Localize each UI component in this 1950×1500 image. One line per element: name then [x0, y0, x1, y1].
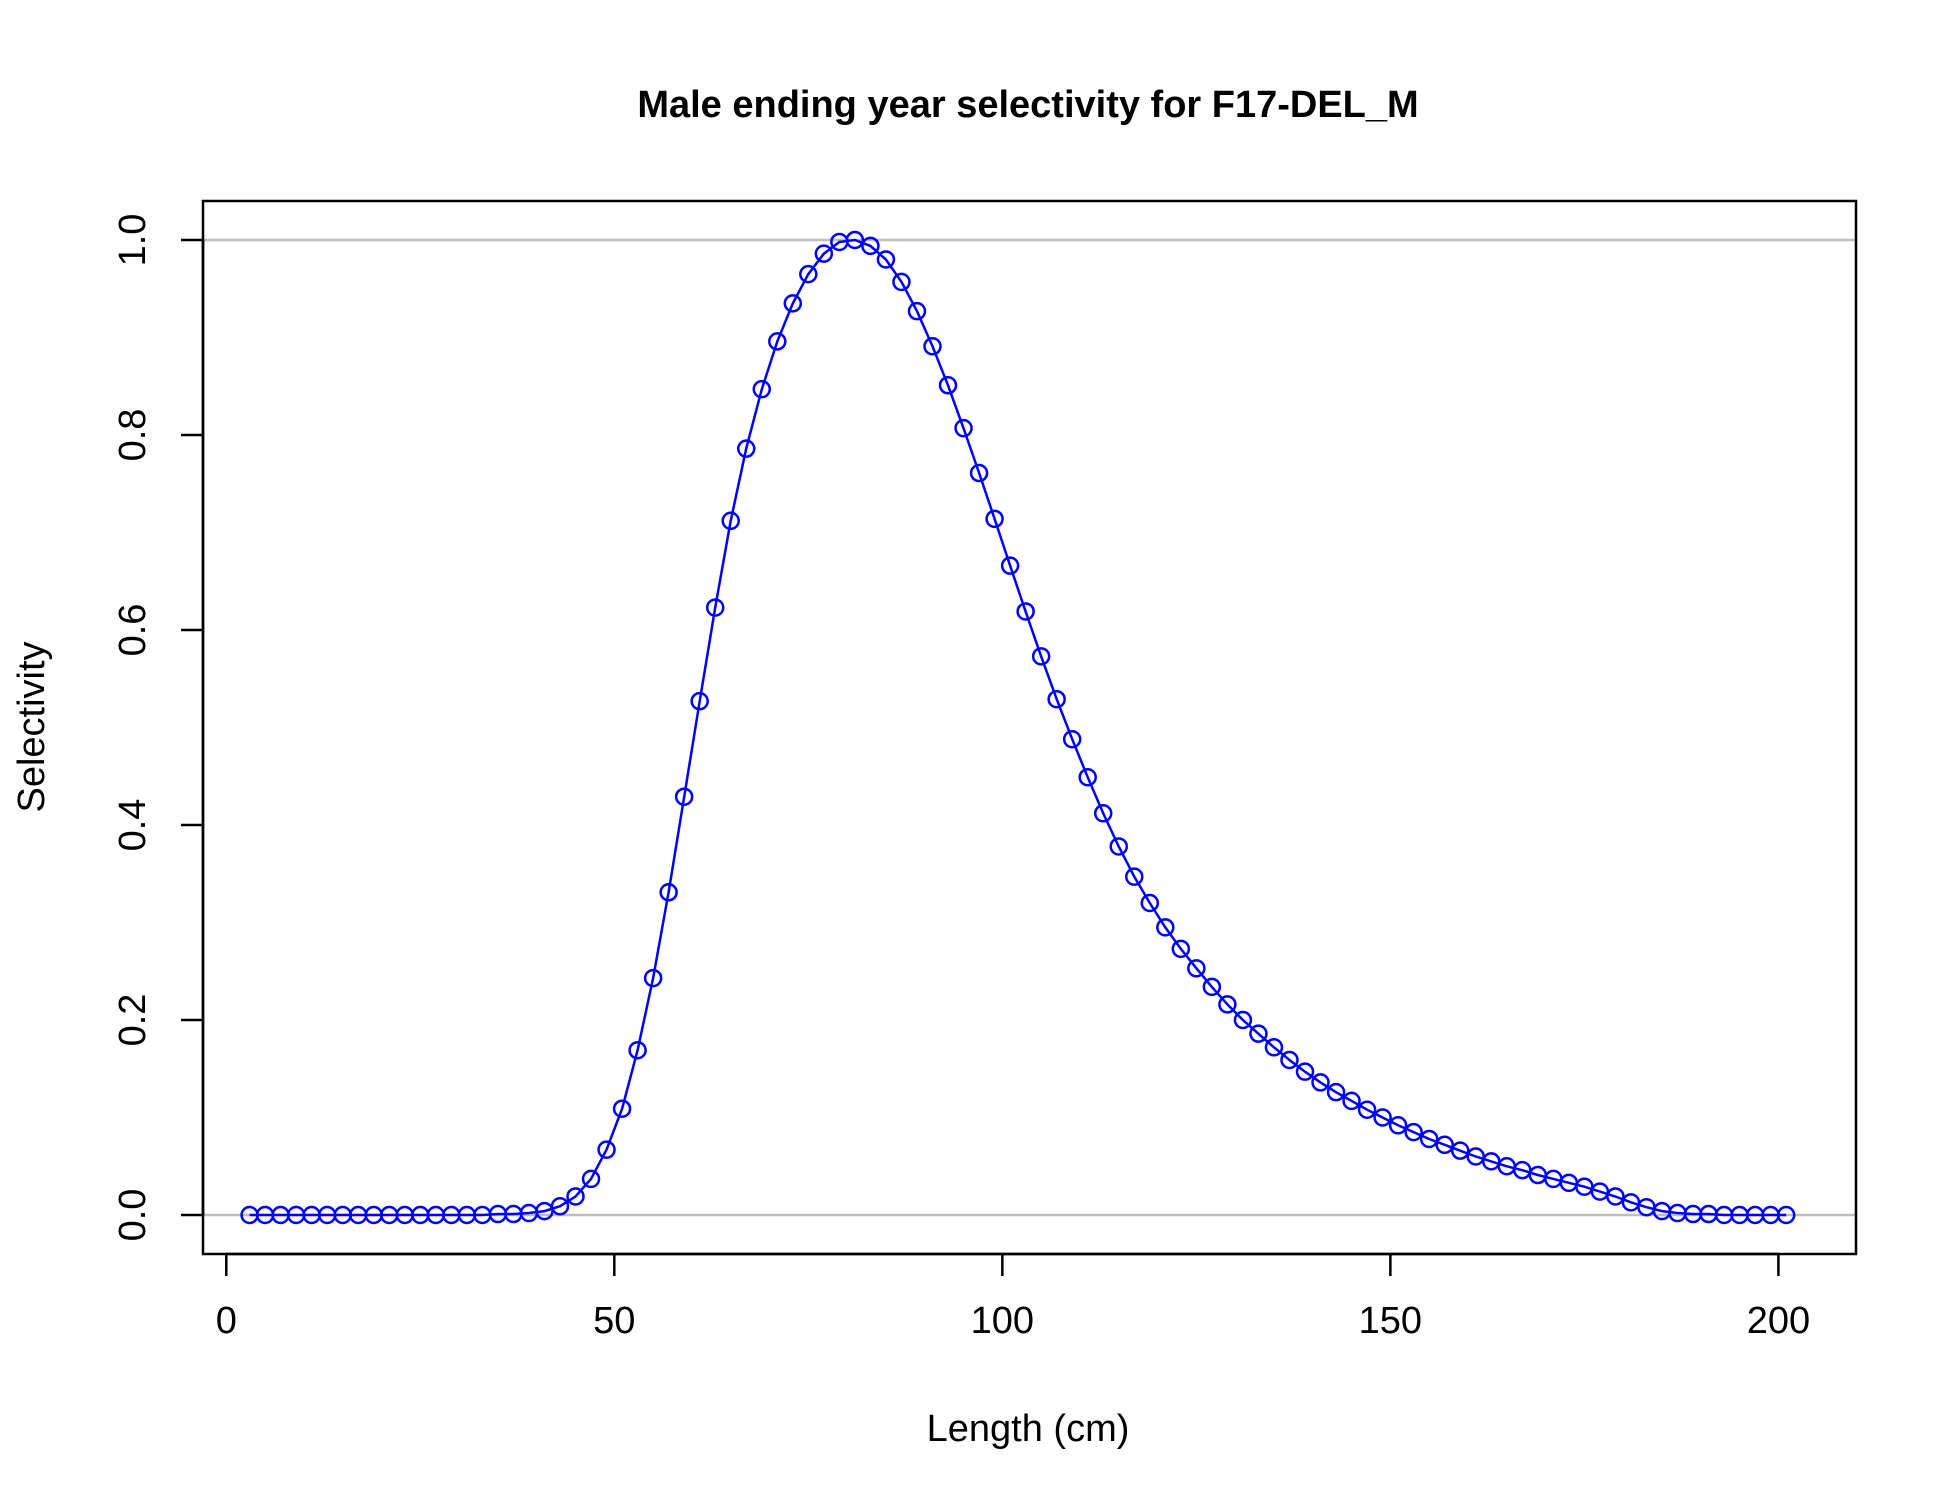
data-point — [1202, 977, 1222, 997]
data-point — [876, 250, 896, 269]
series-layer — [240, 230, 1796, 1225]
data-point — [1031, 647, 1051, 666]
data-point — [938, 376, 958, 395]
y-tick-label: 0.0 — [112, 1189, 154, 1242]
data-point — [1187, 959, 1206, 978]
data-point — [1342, 1091, 1361, 1111]
data-point — [969, 463, 989, 483]
data-point — [1388, 1116, 1408, 1135]
y-tick-label: 0.8 — [112, 409, 154, 462]
data-point — [597, 1140, 616, 1159]
data-point — [861, 236, 880, 256]
data-point — [1606, 1187, 1625, 1206]
x-axis: 0 50 100 150 200 — [216, 1252, 1810, 1342]
data-point — [612, 1099, 632, 1118]
data-point — [1156, 918, 1175, 937]
data-point — [1125, 867, 1144, 886]
data-point — [550, 1196, 570, 1216]
data-point — [659, 883, 678, 902]
y-tick-label: 0.6 — [112, 604, 154, 657]
series-line — [249, 238, 1787, 1217]
data-point — [985, 509, 1004, 529]
plot-frame — [201, 199, 1858, 1256]
data-point — [1776, 1205, 1796, 1225]
data-point — [736, 439, 756, 458]
x-tick-label: 150 — [1359, 1300, 1422, 1342]
y-tick-label: 1.0 — [112, 214, 154, 267]
data-point — [892, 272, 911, 292]
x-tick-label: 50 — [593, 1300, 635, 1342]
data-point — [1280, 1050, 1299, 1070]
data-point — [1264, 1038, 1284, 1057]
data-point — [1140, 893, 1160, 913]
data-point — [845, 230, 865, 250]
data-point — [1233, 1010, 1253, 1030]
data-point — [1047, 689, 1066, 709]
data-point — [1016, 602, 1035, 621]
y-axis-label: Selectivity — [11, 641, 53, 812]
data-point — [581, 1169, 601, 1189]
data-point — [1404, 1122, 1423, 1142]
data-point — [907, 301, 927, 321]
data-point — [752, 379, 772, 399]
data-point — [1171, 939, 1191, 959]
data-point — [1062, 729, 1082, 749]
data-point — [705, 598, 725, 617]
data-point — [768, 332, 787, 351]
x-tick-label: 200 — [1747, 1300, 1810, 1342]
data-point — [690, 691, 709, 711]
data-point — [721, 511, 740, 531]
data-point — [1295, 1062, 1315, 1081]
data-point — [1093, 804, 1113, 823]
data-point — [1357, 1100, 1377, 1119]
chart-title: Male ending year selectivity for F17-DEL… — [637, 84, 1418, 126]
data-point — [1326, 1082, 1346, 1102]
data-point — [954, 418, 973, 438]
data-point — [628, 1040, 647, 1060]
data-point — [1249, 1024, 1268, 1043]
data-point — [923, 337, 942, 356]
y-tick-label: 0.2 — [112, 994, 154, 1047]
reference-lines — [203, 238, 1856, 1217]
y-axis: 0.0 0.2 0.4 0.6 0.8 1.0 — [112, 214, 205, 1242]
data-point — [799, 264, 818, 284]
data-point — [1373, 1108, 1392, 1127]
data-point — [1078, 767, 1097, 787]
data-point — [1109, 837, 1128, 856]
data-point — [1435, 1135, 1454, 1155]
y-tick-label: 0.4 — [112, 799, 154, 852]
data-point — [1450, 1141, 1470, 1160]
x-tick-label: 100 — [971, 1300, 1034, 1342]
data-point — [1311, 1073, 1330, 1092]
data-point — [643, 968, 663, 988]
data-point — [814, 244, 834, 263]
data-point — [1419, 1129, 1439, 1149]
data-point — [783, 294, 803, 313]
data-point — [566, 1187, 585, 1206]
data-point — [1218, 995, 1237, 1014]
data-point — [674, 787, 694, 806]
x-axis-label: Length (cm) — [927, 1408, 1130, 1450]
data-point — [1000, 556, 1020, 575]
x-tick-label: 0 — [216, 1300, 237, 1342]
